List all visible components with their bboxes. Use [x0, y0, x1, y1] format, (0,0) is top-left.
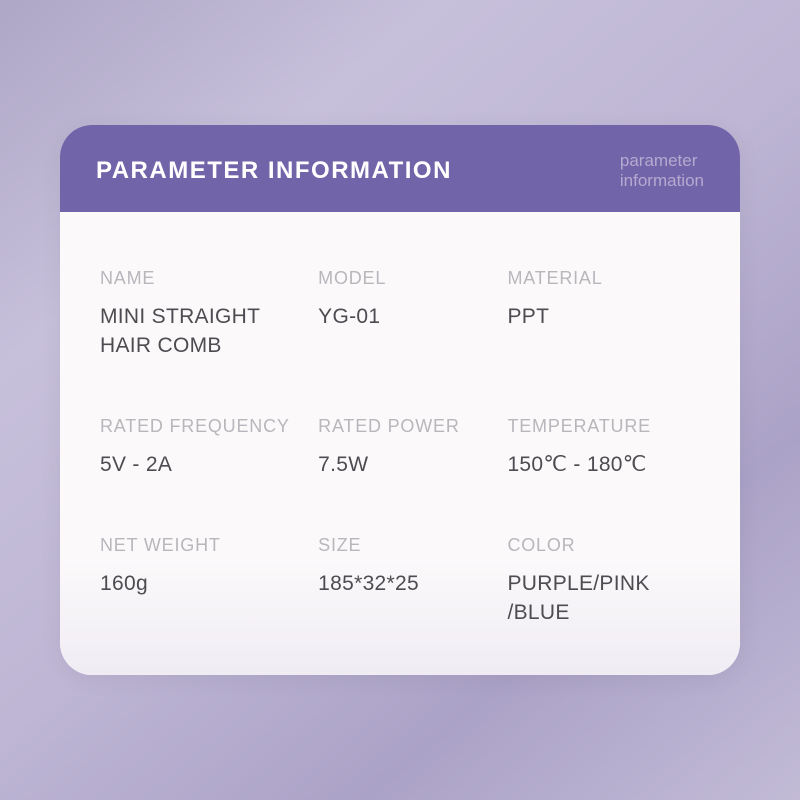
header-sub-line2: information	[620, 171, 704, 191]
param-value: YG-01	[318, 303, 491, 331]
param-label: NET WEIGHT	[100, 535, 302, 556]
param-value: MINI STRAIGHT HAIR COMB	[100, 303, 302, 360]
param-label: COLOR	[507, 535, 700, 556]
param-cell: MODEL YG-01	[318, 268, 491, 360]
param-label: MODEL	[318, 268, 491, 289]
header-title: PARAMETER INFORMATION	[96, 157, 452, 185]
param-cell: MATERIAL PPT	[507, 268, 700, 360]
param-value: 150℃ - 180℃	[507, 451, 700, 479]
header-sub-line1: parameter	[620, 151, 704, 171]
param-label: NAME	[100, 268, 302, 289]
param-value: PPT	[507, 303, 700, 331]
parameter-card: PARAMETER INFORMATION parameter informat…	[60, 125, 740, 675]
param-cell: SIZE 185*32*25	[318, 535, 491, 627]
param-label: SIZE	[318, 535, 491, 556]
param-value: PURPLE/PINK /BLUE	[507, 570, 700, 627]
param-cell: COLOR PURPLE/PINK /BLUE	[507, 535, 700, 627]
param-label: TEMPERATURE	[507, 416, 700, 437]
param-value: 185*32*25	[318, 570, 491, 598]
param-cell: RATED FREQUENCY 5V - 2A	[100, 416, 302, 479]
card-body: NAME MINI STRAIGHT HAIR COMB MODEL YG-01…	[60, 212, 740, 675]
param-cell: TEMPERATURE 150℃ - 180℃	[507, 416, 700, 479]
param-label: RATED POWER	[318, 416, 491, 437]
param-cell: NAME MINI STRAIGHT HAIR COMB	[100, 268, 302, 360]
param-cell: RATED POWER 7.5W	[318, 416, 491, 479]
param-cell: NET WEIGHT 160g	[100, 535, 302, 627]
param-label: MATERIAL	[507, 268, 700, 289]
param-value: 7.5W	[318, 451, 491, 479]
param-value: 160g	[100, 570, 302, 598]
param-label: RATED FREQUENCY	[100, 416, 302, 437]
param-value: 5V - 2A	[100, 451, 302, 479]
card-header: PARAMETER INFORMATION parameter informat…	[60, 125, 740, 212]
param-grid: NAME MINI STRAIGHT HAIR COMB MODEL YG-01…	[100, 268, 700, 627]
header-subtitle: parameter information	[620, 151, 704, 190]
